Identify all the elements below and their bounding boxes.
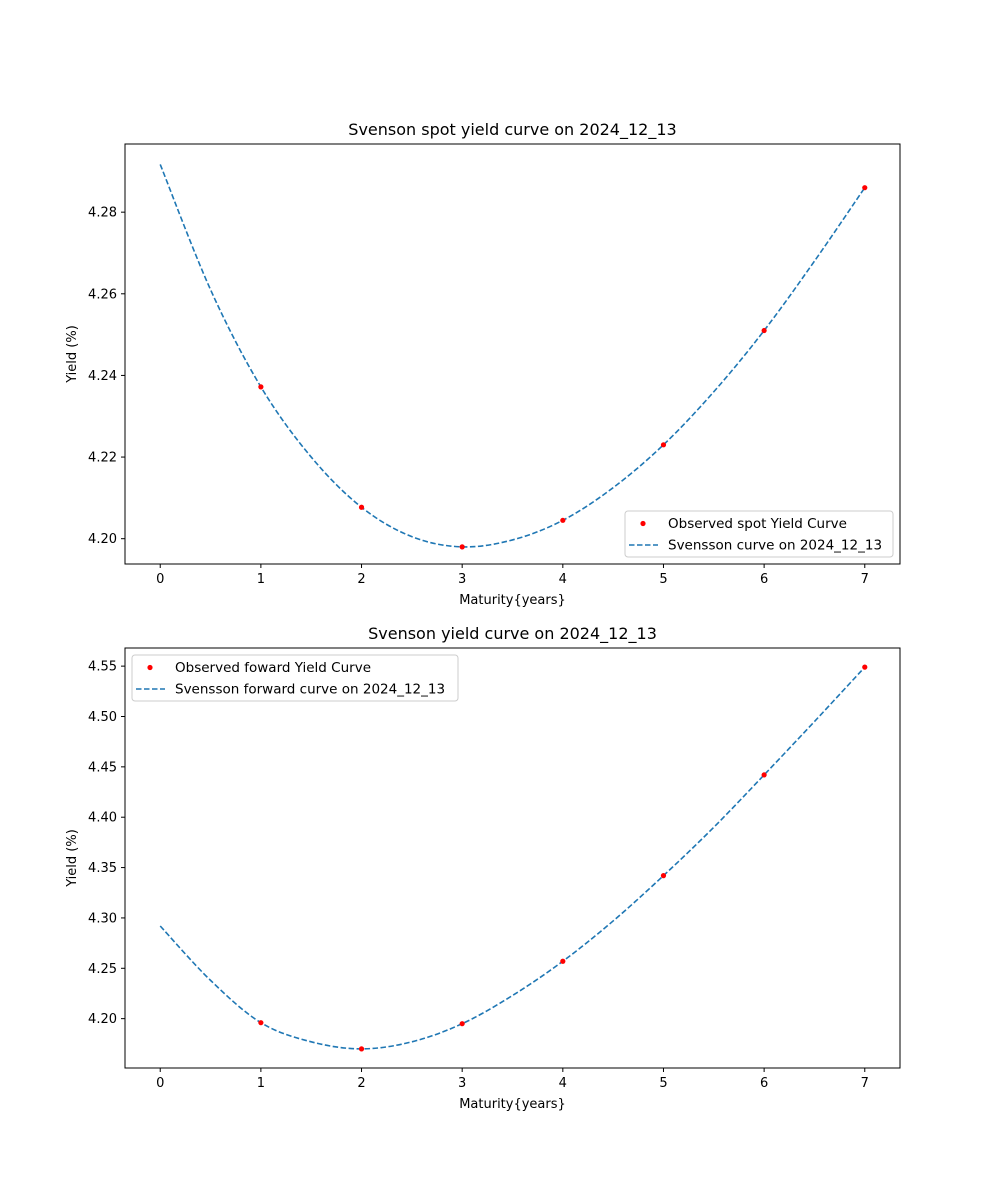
x-tick-label: 7 [861, 572, 869, 587]
x-axis-label: Maturity{years} [459, 1097, 566, 1112]
x-tick-label: 1 [257, 1076, 265, 1091]
x-tick-label: 4 [559, 1076, 567, 1091]
observed-point [560, 958, 566, 964]
plot-frame [124, 143, 901, 565]
y-axis-label: Yield (%) [65, 829, 80, 888]
observed-point [862, 664, 868, 670]
x-tick-label: 0 [156, 1076, 164, 1091]
y-tick-label: 4.28 [88, 206, 117, 221]
y-tick-label: 4.22 [88, 451, 117, 466]
x-tick-label: 0 [156, 572, 164, 587]
observed-point [258, 384, 264, 390]
chart-1: Svenson spot yield curve on 2024_12_13 0 1… [65, 120, 901, 608]
svensson-curve-line [159, 666, 866, 1050]
y-tick-label: 4.25 [88, 962, 117, 977]
observed-point [258, 1020, 264, 1026]
legend-box [131, 654, 459, 702]
x-tick-label: 3 [458, 1076, 466, 1091]
x-tick-label: 6 [760, 1076, 768, 1091]
legend-marker-observed [640, 520, 646, 527]
legend-label-curve: Svensson forward curve on 2024_12_13 [175, 682, 445, 698]
y-axis-label: Yield (%) [65, 325, 80, 384]
observed-point [761, 772, 767, 778]
x-tick-label: 6 [760, 572, 768, 587]
observed-point [862, 185, 868, 191]
y-tick-label: 4.40 [88, 811, 117, 826]
chart-title: Svenson spot yield curve on 2024_12_13 [348, 120, 676, 140]
y-tick-label: 4.50 [88, 710, 117, 725]
y-tick-label: 4.26 [88, 287, 117, 302]
x-tick-label: 7 [861, 1076, 869, 1091]
legend: Observed foward Yield Curve Svensson forw… [131, 654, 459, 702]
observed-point [358, 504, 365, 510]
observed-point [660, 873, 667, 879]
x-axis-label: Maturity{years} [459, 593, 566, 608]
legend: Observed spot Yield Curve Svensson curve … [624, 510, 894, 558]
observed-point [459, 1021, 465, 1027]
legend-marker-observed [147, 664, 153, 671]
observed-point [660, 442, 667, 448]
observed-point [560, 517, 566, 523]
y-tick-label: 4.20 [88, 1012, 117, 1027]
chart-2: Svenson yield curve on 2024_12_13 0 1 2 3 4 5 6… [65, 624, 901, 1112]
legend-label-observed: Observed spot Yield Curve [668, 516, 847, 532]
x-tick-label: 3 [458, 572, 466, 587]
y-tick-label: 4.30 [88, 911, 117, 926]
legend-box [624, 510, 894, 558]
observed-point [459, 544, 465, 550]
y-tick-label: 4.45 [88, 760, 117, 775]
observed-point [358, 1046, 365, 1052]
x-tick-label: 2 [357, 572, 365, 587]
legend-label-observed: Observed foward Yield Curve [175, 660, 371, 676]
y-tick-label: 4.55 [88, 660, 117, 675]
y-tick-label: 4.20 [88, 532, 117, 547]
observed-point [761, 327, 767, 334]
x-tick-label: 5 [659, 1076, 667, 1091]
y-tick-label: 4.24 [88, 369, 117, 384]
x-tick-label: 5 [659, 572, 667, 587]
y-tick-label: 4.35 [88, 861, 117, 876]
legend-label-curve: Svensson curve on 2024_12_13 [668, 538, 882, 554]
x-tick-label: 4 [559, 572, 567, 587]
x-tick-label: 1 [257, 572, 265, 587]
plot-frame [124, 647, 901, 1069]
x-tick-label: 2 [357, 1076, 365, 1091]
chart-title: Svenson yield curve on 2024_12_13 [368, 624, 657, 644]
